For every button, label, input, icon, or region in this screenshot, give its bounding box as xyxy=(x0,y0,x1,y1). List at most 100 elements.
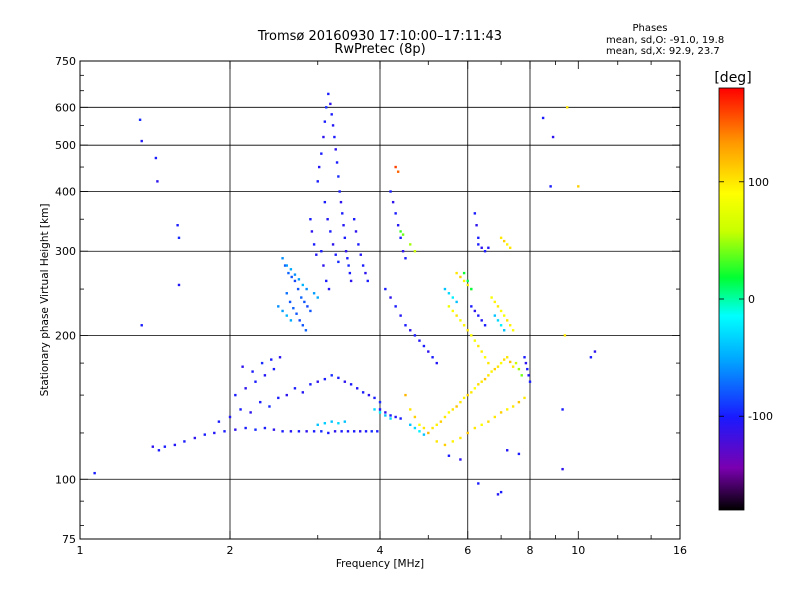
data-point xyxy=(480,319,483,322)
data-point xyxy=(502,314,506,317)
data-point xyxy=(193,436,197,440)
data-point xyxy=(263,426,267,430)
data-point xyxy=(289,319,293,322)
data-point xyxy=(316,423,319,427)
data-point xyxy=(373,396,376,400)
data-point xyxy=(322,264,325,267)
data-point xyxy=(157,449,161,452)
data-point xyxy=(413,334,417,337)
data-point xyxy=(330,113,333,116)
data-point xyxy=(325,106,328,109)
data-point xyxy=(422,344,426,348)
data-point xyxy=(490,296,493,299)
data-point xyxy=(357,243,360,246)
data-point xyxy=(281,257,284,260)
data-point xyxy=(320,250,323,253)
data-point xyxy=(364,430,368,433)
data-point xyxy=(323,200,327,204)
data-point xyxy=(285,264,288,267)
data-point xyxy=(551,135,555,139)
data-point xyxy=(301,324,305,327)
data-point xyxy=(254,428,257,431)
data-point xyxy=(283,264,287,267)
data-point xyxy=(297,430,301,433)
data-point xyxy=(301,391,305,394)
data-point xyxy=(213,431,216,435)
data-point xyxy=(523,396,526,400)
data-point xyxy=(443,287,447,291)
data-point xyxy=(277,305,280,308)
data-point xyxy=(418,339,421,342)
colorbar-ticks: 100 0 -100 xyxy=(719,176,773,423)
data-point xyxy=(496,365,500,368)
data-point xyxy=(333,135,336,139)
data-point xyxy=(466,431,469,435)
data-point xyxy=(502,358,506,361)
data-point xyxy=(138,118,142,122)
data-point xyxy=(439,420,443,423)
data-point xyxy=(338,190,341,193)
data-point xyxy=(331,243,335,246)
data-point xyxy=(508,246,512,249)
data-point xyxy=(251,370,254,373)
data-point xyxy=(327,431,330,435)
data-point xyxy=(473,426,477,430)
data-point xyxy=(378,400,382,404)
data-point xyxy=(305,430,308,433)
data-point xyxy=(418,430,421,433)
x-tick-label: 4 xyxy=(377,544,384,557)
data-point xyxy=(520,374,523,377)
data-point xyxy=(325,279,328,283)
data-point xyxy=(367,393,371,397)
x-tick-label: 2 xyxy=(227,544,234,557)
data-point xyxy=(496,319,500,322)
data-point xyxy=(499,490,503,494)
data-point xyxy=(343,380,347,383)
data-point xyxy=(333,430,337,433)
data-point xyxy=(330,420,333,423)
data-point xyxy=(541,116,545,120)
data-point xyxy=(443,415,447,419)
data-point xyxy=(316,180,319,183)
data-point xyxy=(399,314,402,317)
data-point xyxy=(278,356,282,359)
data-point xyxy=(290,275,293,279)
data-point xyxy=(508,324,512,327)
data-point xyxy=(348,271,352,275)
x-axis-label: Frequency [MHz] xyxy=(336,558,424,570)
data-point xyxy=(241,365,244,368)
data-point xyxy=(427,350,430,353)
data-point xyxy=(561,467,564,471)
data-point xyxy=(477,482,480,485)
data-point xyxy=(384,411,387,414)
data-point xyxy=(364,271,367,275)
data-point xyxy=(511,405,515,408)
data-point xyxy=(259,400,262,404)
data-point xyxy=(565,106,569,109)
data-point xyxy=(295,312,298,315)
data-point xyxy=(394,305,397,308)
data-point xyxy=(493,367,497,371)
x-tick-label: 8 xyxy=(527,544,534,557)
data-point xyxy=(505,408,509,411)
data-point xyxy=(389,190,392,193)
data-point xyxy=(312,292,316,295)
data-point xyxy=(244,426,247,430)
scatter-points xyxy=(93,92,597,496)
data-point xyxy=(399,230,402,233)
plot-area: 1 2 4 6 8 10 16 75 100 200 300 400 500 600 750 xyxy=(55,55,687,557)
data-point xyxy=(327,287,331,291)
data-point xyxy=(589,356,593,359)
data-point xyxy=(455,314,458,317)
data-point xyxy=(517,367,521,371)
data-point xyxy=(329,102,332,106)
data-point xyxy=(344,250,348,253)
data-point xyxy=(359,253,362,256)
data-point xyxy=(493,415,497,419)
data-point xyxy=(462,324,466,327)
data-point xyxy=(483,250,487,253)
data-point xyxy=(577,185,580,188)
data-point xyxy=(483,356,487,359)
data-point xyxy=(394,212,397,215)
data-point xyxy=(404,324,407,327)
